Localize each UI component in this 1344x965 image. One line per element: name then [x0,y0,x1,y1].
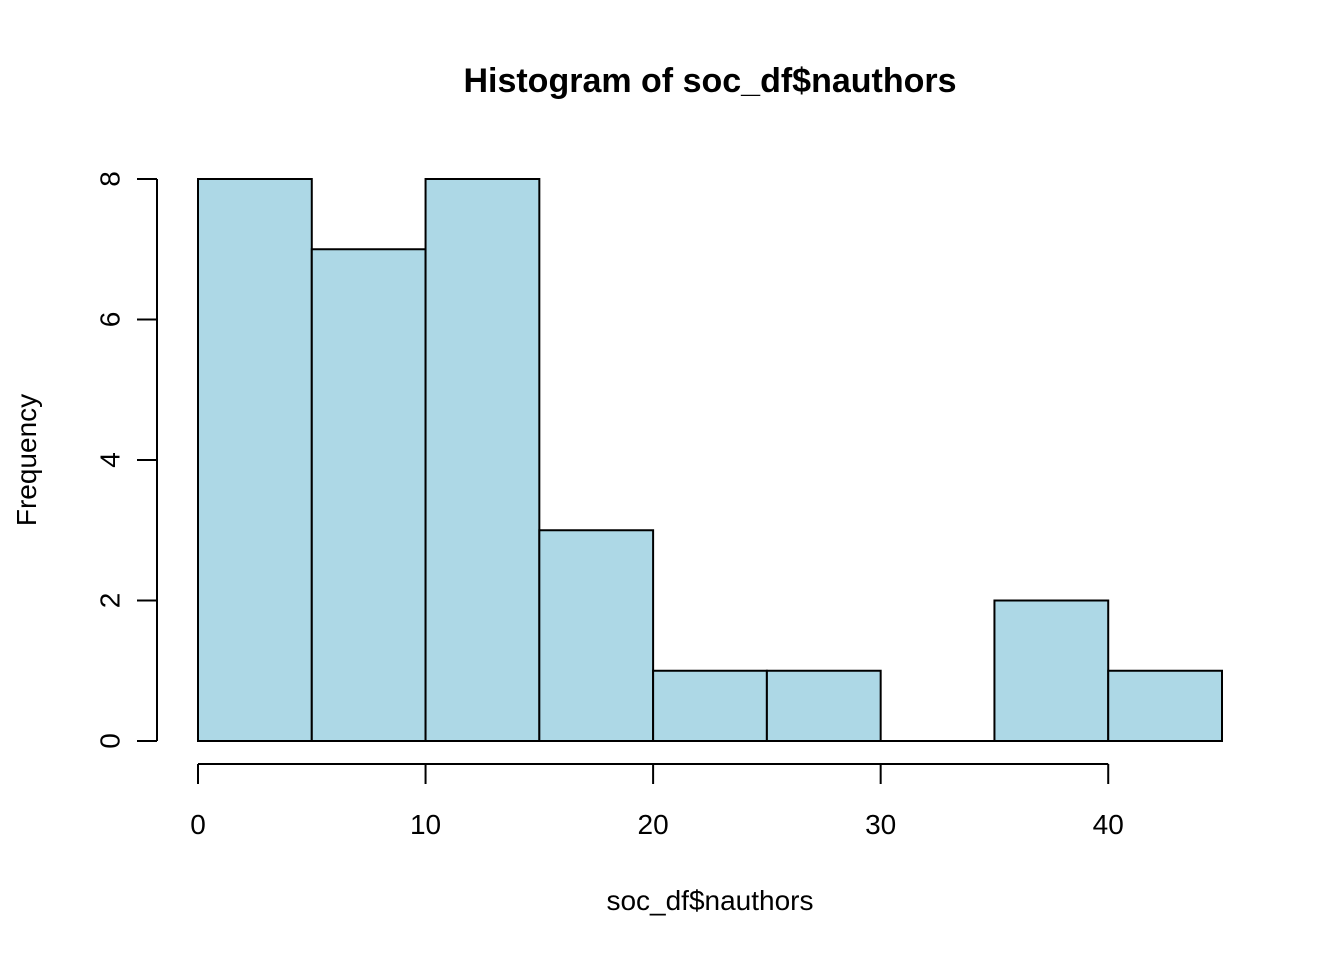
histogram-bars [197,178,1223,742]
x-tick-label-2: 20 [638,809,669,840]
y-tick-label-1: 2 [95,593,126,609]
x-tick-label-4: 40 [1093,809,1124,840]
x-axis: 0 10 20 30 40 [190,763,1124,840]
y-tick-label-2: 4 [95,452,126,468]
x-tick-label-1: 10 [410,809,441,840]
histogram-bar-1 [310,248,427,742]
y-axis-label: Frequency [11,394,42,526]
y-tick-label-4: 8 [95,171,126,187]
histogram-bar-3 [538,529,655,742]
y-axis: 0 2 4 6 8 [95,171,158,749]
histogram-bar-8 [1107,669,1223,742]
histogram-bar-2 [424,178,541,742]
chart-title: Histogram of soc_df$nauthors [463,62,956,100]
y-tick-label-3: 6 [95,312,126,328]
x-tick-label-0: 0 [190,809,206,840]
x-tick-label-3: 30 [865,809,896,840]
y-tick-label-0: 0 [95,733,126,749]
histogram-bar-4 [652,669,768,742]
histogram-bar-5 [765,669,882,742]
histogram-bar-0 [197,178,313,742]
histogram-bar-7 [993,599,1110,742]
x-axis-label: soc_df$nauthors [606,885,813,916]
